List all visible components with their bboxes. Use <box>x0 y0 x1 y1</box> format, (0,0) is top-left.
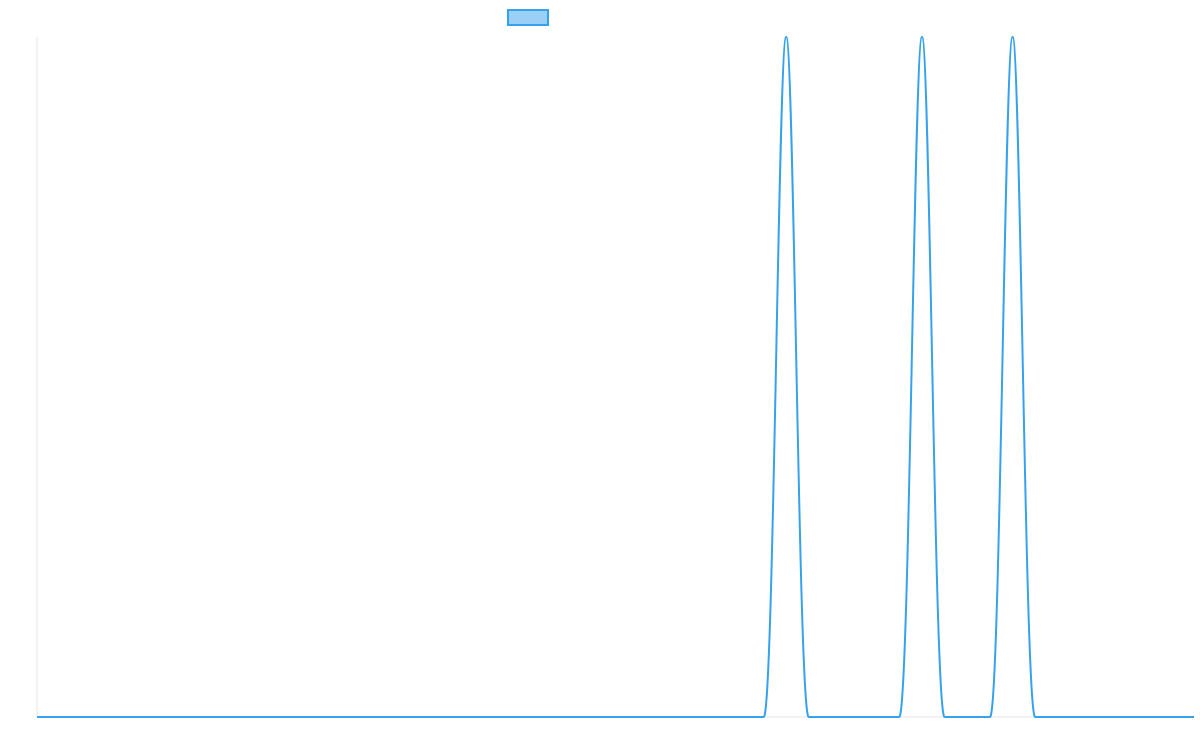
legend[interactable] <box>507 9 549 26</box>
series-layer <box>37 36 1194 718</box>
axes <box>36 37 1194 718</box>
legend-swatch-0[interactable] <box>507 9 549 26</box>
series-line-0 <box>37 36 1194 718</box>
